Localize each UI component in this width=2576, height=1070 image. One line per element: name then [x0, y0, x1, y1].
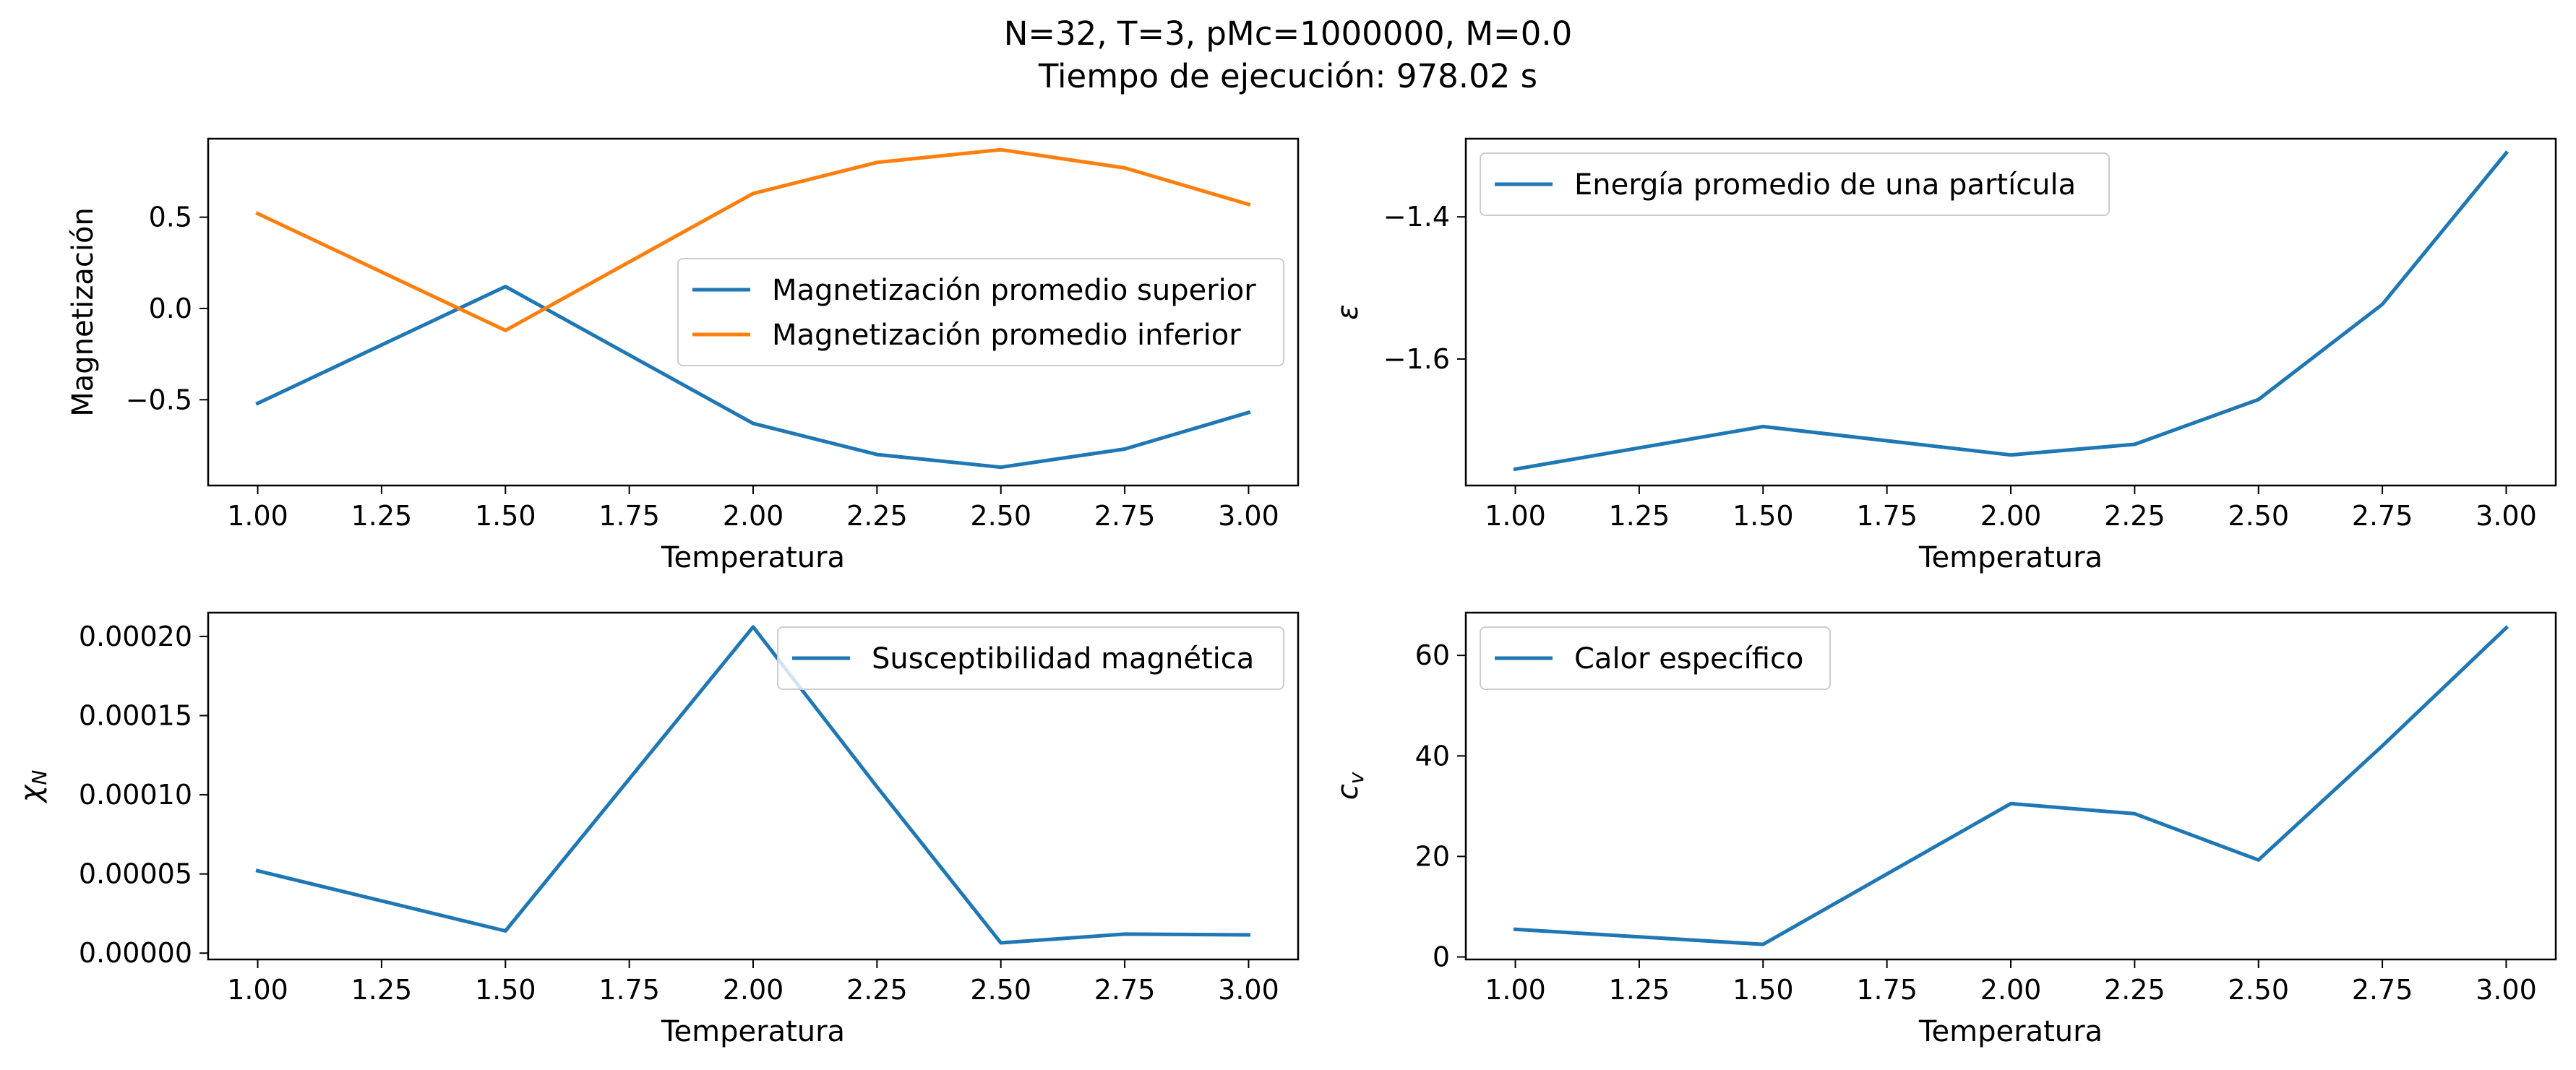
x-tick-label: 1.75 [598, 500, 660, 532]
y-tick-label: 0.00010 [79, 779, 192, 811]
y-tick-label: −0.5 [126, 384, 192, 415]
x-tick-label: 1.00 [227, 500, 288, 532]
y-tick-label: 0.00005 [79, 858, 192, 890]
x-tick-label: 2.00 [723, 500, 784, 532]
x-axis-label: Temperatura [661, 1015, 845, 1048]
y-tick-label: 0.0 [149, 293, 192, 324]
x-tick-label: 2.00 [1980, 974, 2042, 1006]
x-tick-label: 1.50 [475, 500, 536, 532]
y-axis-label: Magnetización [66, 207, 100, 417]
series-line-1 [255, 625, 1251, 945]
y-tick-label: 0.5 [149, 202, 192, 233]
legend-box [677, 258, 1284, 366]
legend: Calor específico [1480, 626, 1831, 690]
y-axis-label: ε [1331, 304, 1365, 320]
y-axis-label-subscript: N [27, 770, 51, 785]
x-tick-label: 2.00 [723, 974, 784, 1006]
x-tick-label: 2.75 [1094, 974, 1156, 1006]
figure-title-line1: N=32, T=3, pMc=1000000, M=0.0 [1003, 14, 1573, 53]
x-axis-label: Temperatura [1918, 1015, 2103, 1048]
y-tick-label: −1.6 [1383, 343, 1450, 375]
x-tick-label: 1.75 [1856, 974, 1918, 1006]
axes-frame [207, 137, 1300, 487]
legend-box [1480, 152, 2110, 216]
x-tick-label: 2.75 [2352, 500, 2413, 532]
x-tick-label: 3.00 [1218, 500, 1279, 532]
y-tick-label: −1.4 [1383, 201, 1450, 233]
y-axis-label: cv [1331, 772, 1368, 800]
legend: Energía promedio de una partícula [1480, 152, 2110, 216]
x-tick-label: 3.00 [2476, 974, 2537, 1006]
series-line-1 [1513, 625, 2510, 946]
x-tick-label: 2.75 [1094, 500, 1156, 532]
legend-label: Susceptibilidad magnética [872, 642, 1254, 676]
x-axis-label: Temperatura [661, 541, 845, 574]
legend: Susceptibilidad magnética [777, 626, 1284, 690]
legend-box [777, 626, 1284, 690]
legend: Magnetización promedio superior Magnetiza… [677, 258, 1284, 366]
legend-label: Magnetización promedio superior [772, 274, 1256, 307]
series-line-1 [1513, 150, 2510, 472]
x-tick-label: 2.50 [970, 974, 1031, 1006]
y-axis-label-main: χ [14, 784, 48, 803]
y-axis-label: χN [14, 770, 51, 804]
legend-box [1480, 626, 1831, 690]
x-tick-label: 2.25 [2104, 500, 2165, 532]
x-tick-label: 1.25 [351, 974, 413, 1006]
series-line-1 [255, 285, 1251, 470]
x-tick-label: 1.75 [1856, 500, 1918, 532]
y-tick-label: 0.00015 [79, 699, 192, 731]
x-axis-label: Temperatura [1918, 541, 2103, 574]
legend-label: Magnetización promedio inferior [772, 319, 1241, 352]
axes-frame [207, 611, 1300, 961]
x-tick-label: 2.50 [2228, 974, 2289, 1006]
x-tick-label: 2.50 [970, 500, 1031, 532]
subplot-1: 1.00 1.25 1.50 1.75 2.00 2.25 2.50 2.75 3.00 −0.5… [66, 137, 1300, 574]
x-tick-label: 3.00 [2476, 500, 2537, 532]
axes-frame [1464, 611, 2557, 961]
x-tick-label: 1.75 [598, 974, 660, 1006]
subplot-2: 1.00 1.25 1.50 1.75 2.00 2.25 2.50 2.75 3.00 −1.6… [1331, 137, 2557, 574]
subplot-3: 1.00 1.25 1.50 1.75 2.00 2.25 2.50 2.75 3.00 0.00… [14, 611, 1300, 1048]
y-axis-label-main: c [1331, 784, 1365, 800]
y-tick-label: 20 [1415, 840, 1450, 872]
x-tick-label: 2.25 [2104, 974, 2165, 1006]
y-axis-label-subscript: v [1344, 772, 1368, 784]
x-tick-label: 3.00 [1218, 974, 1279, 1006]
legend-label: Energía promedio de una partícula [1574, 168, 2076, 202]
axes-frame [1464, 137, 2557, 487]
x-tick-label: 1.25 [351, 500, 413, 532]
series-line-2 [255, 147, 1251, 332]
x-tick-label: 2.50 [2228, 500, 2289, 532]
y-tick-label: 0.00020 [79, 621, 192, 652]
x-tick-label: 1.00 [1485, 974, 1546, 1006]
x-tick-label: 2.25 [846, 500, 908, 532]
x-tick-label: 1.00 [227, 974, 288, 1006]
y-tick-label: 0 [1433, 941, 1450, 973]
y-tick-label: 40 [1415, 740, 1450, 772]
y-tick-label: 0.00000 [79, 937, 192, 969]
x-tick-label: 1.00 [1485, 500, 1546, 532]
x-tick-label: 1.50 [1733, 974, 1794, 1006]
x-tick-label: 2.75 [2352, 974, 2413, 1006]
x-tick-label: 2.25 [846, 974, 908, 1006]
subplot-4: 1.00 1.25 1.50 1.75 2.00 2.25 2.50 2.75 3.00 0 20 4… [1331, 611, 2557, 1048]
y-tick-label: 60 [1415, 639, 1450, 671]
x-tick-label: 2.00 [1980, 500, 2042, 532]
x-tick-label: 1.25 [1609, 974, 1670, 1006]
legend-label: Calor específico [1574, 642, 1803, 676]
x-tick-label: 1.25 [1609, 500, 1670, 532]
figure-title-line2: Tiempo de ejecución: 978.02 s [1038, 57, 1538, 95]
x-tick-label: 1.50 [475, 974, 536, 1006]
x-tick-label: 1.50 [1733, 500, 1794, 532]
